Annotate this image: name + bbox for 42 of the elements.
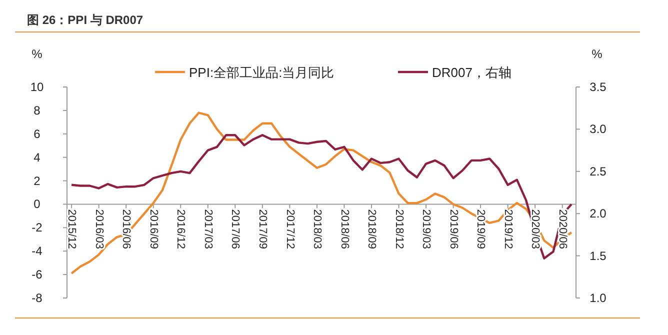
x-tick-label: 2016/12 [174,209,187,249]
y2-tick-label: 1.0 [590,291,607,305]
x-tick-label: 2017/09 [256,209,269,249]
y2-tick-label: 3.0 [590,122,607,136]
y-tick-label: 2 [34,174,41,188]
y-tick-label: 6 [34,126,41,141]
y-tick-label: -6 [32,268,43,282]
y-tick-label: 4 [34,150,41,164]
x-tick-label: 2019/09 [474,209,487,249]
legend-label: PPI:全部工业品:当月同比 [189,65,334,80]
x-tick-label: 2018/09 [366,209,378,249]
y2-tick-label: 2.5 [590,164,607,178]
x-tick-label: 2016/06 [120,209,132,249]
y2-tick-label: 2.0 [590,206,607,221]
x-tick-label: 2017/03 [202,209,214,249]
y-tick-label: -8 [32,291,43,305]
chart-title: 图 26：PPI 与 DR007 [27,13,144,27]
x-tick-label: 2015/12 [66,209,78,249]
y-tick-label: -2 [32,220,43,235]
x-tick-label: 2017/12 [284,209,296,249]
x-tick-label: 2016/03 [92,209,105,249]
y2-tick-label: 1.5 [590,248,607,263]
y-tick-label: 0 [34,197,41,212]
x-tick-label: 2019/12 [502,209,514,249]
y-axis-title: % [32,47,43,61]
y-tick-label: -4 [32,244,43,258]
legend-label: DR007，右轴 [432,65,512,80]
x-tick-label: 2018/03 [311,209,324,249]
x-tick-label: 2017/06 [229,209,242,249]
y-tick-label: 8 [34,103,41,118]
x-tick-label: 2016/09 [147,209,160,249]
y-tick-label: 10 [30,80,44,94]
x-tick-label: 2019/06 [447,209,460,249]
x-tick-label: 2019/03 [420,209,432,249]
x-tick-label: 2018/06 [338,209,350,249]
x-tick-label: 2020/06 [556,209,568,249]
y2-tick-label: 3.5 [590,80,607,94]
x-tick-label: 2018/12 [392,209,405,249]
line-series [70,134,573,260]
x-tick-label: 2020/03 [529,209,542,249]
y2-axis-title: % [592,47,603,61]
line-series [70,112,573,274]
